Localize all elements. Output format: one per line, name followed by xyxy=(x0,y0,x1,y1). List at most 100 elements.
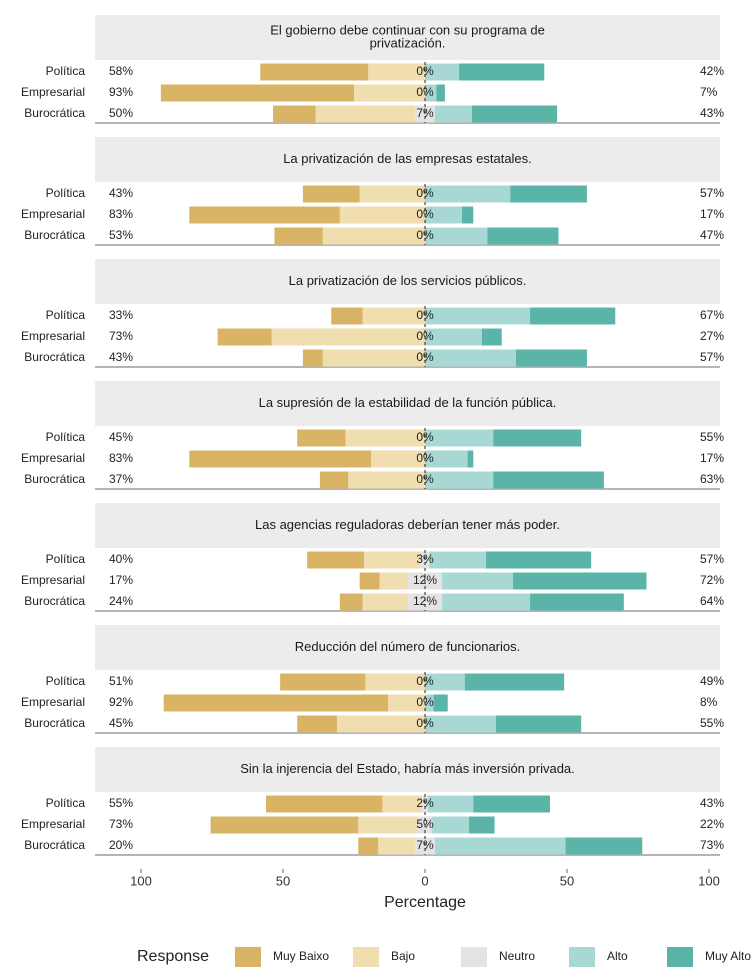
neutral-label: 0% xyxy=(416,186,434,200)
neutral-label: 0% xyxy=(416,472,434,486)
high-label: 22% xyxy=(700,817,724,831)
neutral-label: 0% xyxy=(416,350,434,364)
category-label: Empresarial xyxy=(21,817,85,831)
low-label: 45% xyxy=(109,716,133,730)
bar-segment xyxy=(425,206,462,224)
bar-segment xyxy=(297,715,337,733)
bar-segment xyxy=(274,227,323,245)
bar-segment xyxy=(371,450,425,468)
low-label: 33% xyxy=(109,308,133,322)
bar-segment xyxy=(189,206,340,224)
low-label: 43% xyxy=(109,350,133,364)
neutral-label: 0% xyxy=(416,674,434,688)
bar-segment xyxy=(354,84,425,102)
high-label: 43% xyxy=(700,106,724,120)
bar-segment xyxy=(425,450,468,468)
bar-segment xyxy=(425,63,460,81)
low-label: 50% xyxy=(109,106,133,120)
x-tick-label: 100 xyxy=(130,873,152,888)
low-label: 58% xyxy=(109,64,133,78)
bar-segment xyxy=(432,816,470,834)
bar-segment xyxy=(379,572,408,590)
high-label: 8% xyxy=(700,695,718,709)
bar-segment xyxy=(415,105,435,123)
legend-title: Response xyxy=(137,948,209,965)
panel-title: La privatización de los servicios públic… xyxy=(289,273,527,288)
bar-segment xyxy=(271,328,425,346)
category-label: Burocrática xyxy=(24,594,85,608)
bar-segment xyxy=(265,795,383,813)
bar-segment xyxy=(336,715,425,733)
low-label: 73% xyxy=(109,329,133,343)
bar-segment xyxy=(331,307,363,325)
high-label: 67% xyxy=(700,308,724,322)
bar-segment xyxy=(378,837,416,855)
high-label: 55% xyxy=(700,716,724,730)
panel-title: Reducción del número de funcionarios. xyxy=(295,639,520,654)
panel-header xyxy=(95,137,720,182)
bar-segment xyxy=(362,593,408,611)
bar-segment xyxy=(425,349,516,367)
panel-header xyxy=(95,15,720,60)
panel-header xyxy=(95,503,720,548)
bar-segment xyxy=(425,471,494,489)
high-label: 57% xyxy=(700,552,724,566)
low-label: 24% xyxy=(109,594,133,608)
bar-segment xyxy=(302,185,360,203)
bar-segment xyxy=(425,715,496,733)
bar-segment xyxy=(345,429,425,447)
category-label: Política xyxy=(46,308,86,322)
bar-segment xyxy=(513,572,647,590)
panel-title: Las agencias reguladoras deberían tener … xyxy=(255,517,560,532)
panel-title: La supresión de la estabilidad de la fun… xyxy=(259,395,557,410)
high-label: 55% xyxy=(700,430,724,444)
neutral-label: 0% xyxy=(416,430,434,444)
bar-segment xyxy=(433,694,448,712)
bar-segment xyxy=(425,673,465,691)
bar-segment xyxy=(422,795,428,813)
bar-segment xyxy=(442,572,514,590)
high-label: 17% xyxy=(700,451,724,465)
bar-segment xyxy=(425,328,482,346)
panel-title: El gobierno debe continuar con su progra… xyxy=(270,22,545,37)
bar-segment xyxy=(510,185,587,203)
panel-header xyxy=(95,747,720,792)
bar-segment xyxy=(434,105,472,123)
low-label: 20% xyxy=(109,838,133,852)
legend-swatch xyxy=(461,947,487,967)
high-label: 17% xyxy=(700,207,724,221)
high-label: 72% xyxy=(700,573,724,587)
legend-swatch xyxy=(569,947,595,967)
bar-segment xyxy=(365,673,425,691)
bar-segment xyxy=(464,673,565,691)
neutral-label: 7% xyxy=(416,106,434,120)
bar-segment xyxy=(461,206,474,224)
high-label: 73% xyxy=(700,838,724,852)
bar-segment xyxy=(280,673,366,691)
bar-segment xyxy=(493,429,582,447)
bar-segment xyxy=(442,593,531,611)
legend-label: Neutro xyxy=(499,949,535,963)
neutral-label: 12% xyxy=(413,594,437,608)
panel-header xyxy=(95,625,720,670)
bar-segment xyxy=(530,593,624,611)
low-label: 45% xyxy=(109,430,133,444)
category-label: Política xyxy=(46,186,86,200)
neutral-label: 0% xyxy=(416,228,434,242)
bar-segment xyxy=(487,227,559,245)
bar-segment xyxy=(322,349,425,367)
bar-segment xyxy=(322,227,425,245)
category-label: Burocrática xyxy=(24,350,85,364)
category-label: Empresarial xyxy=(21,85,85,99)
x-tick-label: 50 xyxy=(560,873,574,888)
low-label: 93% xyxy=(109,85,133,99)
category-label: Empresarial xyxy=(21,207,85,221)
bar-segment xyxy=(434,837,566,855)
bar-segment xyxy=(339,206,425,224)
low-label: 37% xyxy=(109,472,133,486)
high-label: 43% xyxy=(700,796,724,810)
legend-swatch xyxy=(235,947,261,967)
panel-header xyxy=(95,259,720,304)
high-label: 57% xyxy=(700,186,724,200)
category-label: Empresarial xyxy=(21,451,85,465)
